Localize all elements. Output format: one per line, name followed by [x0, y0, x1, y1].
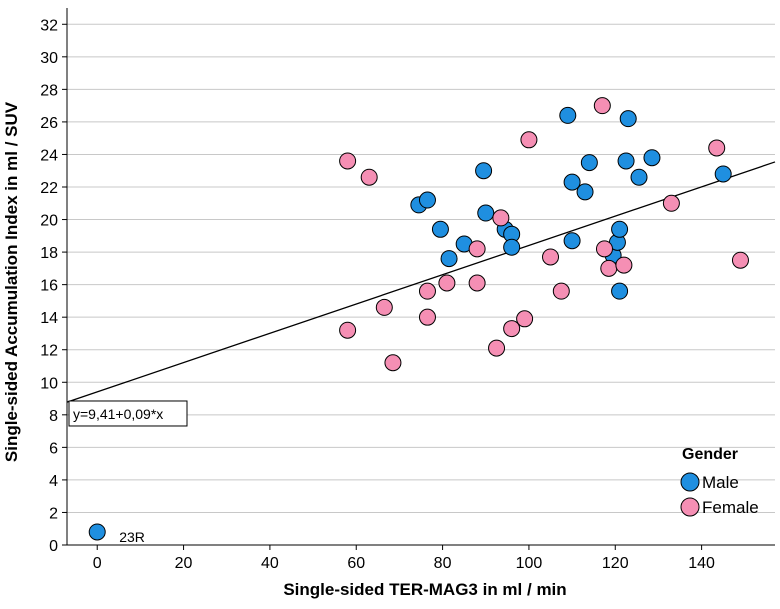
female-point: [615, 256, 633, 274]
male-point: [580, 154, 598, 172]
male-point: [617, 152, 635, 170]
x-tick-label: 140: [688, 555, 715, 572]
female-point: [492, 209, 510, 227]
x-tick-label: 40: [261, 555, 279, 572]
y-tick-label: 4: [49, 473, 58, 490]
y-tick-label: 20: [40, 213, 58, 230]
male-point: [714, 165, 732, 183]
legend-marker-male: [680, 472, 700, 492]
female-point: [595, 240, 613, 258]
female-point: [339, 321, 357, 339]
y-tick-label: 30: [40, 50, 58, 67]
male-point: [503, 238, 521, 256]
female-point: [552, 282, 570, 300]
legend-label-female: Female: [702, 498, 759, 517]
male-point: [611, 282, 629, 300]
y-tick-label: 22: [40, 180, 58, 197]
y-tick-label: 8: [49, 408, 58, 425]
male-point: [559, 106, 577, 124]
grid-lines: [67, 23, 775, 513]
data-points: [88, 97, 749, 541]
female-point: [593, 97, 611, 115]
male-point: [418, 191, 436, 209]
female-point: [468, 240, 486, 258]
y-tick-label: 18: [40, 245, 58, 262]
y-tick-label: 14: [40, 310, 58, 327]
y-tick-label: 2: [49, 505, 58, 522]
x-tick-label: 120: [602, 555, 629, 572]
regression-line-group: [66, 161, 776, 403]
male-point: [643, 149, 661, 167]
regression-line: [66, 161, 776, 403]
y-axis-title: Single-sided Accumulation Index in ml / …: [2, 101, 21, 462]
equation-label: y=9,41+0,09*x: [73, 406, 163, 422]
y-tick-label: 28: [40, 82, 58, 99]
y-tick-label: 12: [40, 343, 58, 360]
female-point: [516, 310, 534, 328]
female-point: [708, 139, 726, 157]
female-point: [731, 251, 749, 269]
female-point: [418, 282, 436, 300]
y-tick-label: 0: [49, 538, 58, 555]
x-tick-label: 60: [347, 555, 365, 572]
female-point: [360, 168, 378, 186]
male-point: [576, 183, 594, 201]
male-point: [563, 173, 581, 191]
female-point: [503, 320, 521, 338]
female-point: [662, 194, 680, 212]
female-point: [438, 274, 456, 292]
male-point: [611, 220, 629, 238]
female-point: [339, 152, 357, 170]
female-point: [600, 259, 618, 277]
y-tick-label: 10: [40, 375, 58, 392]
female-point: [384, 354, 402, 372]
male-point: [563, 232, 581, 250]
x-tick-label: 80: [434, 555, 452, 572]
female-point: [488, 339, 506, 357]
point-label-23r: 23R: [119, 529, 145, 545]
annotations: y=9,41+0,09*x 23R: [68, 400, 188, 545]
female-point: [375, 298, 393, 316]
x-axis-title: Single-sided TER-MAG3 in ml / min: [283, 580, 566, 599]
male-point: [475, 162, 493, 180]
legend: Gender Male Female: [680, 446, 759, 517]
x-tick-label: 0: [93, 555, 102, 572]
female-point: [468, 274, 486, 292]
equation-box: [68, 400, 188, 427]
y-tick-label: 6: [49, 440, 58, 457]
legend-marker-female: [680, 497, 700, 517]
male-point: [440, 250, 458, 268]
male-point: [630, 168, 648, 186]
male-point: [431, 220, 449, 238]
x-tick-label: 20: [175, 555, 193, 572]
female-point: [542, 248, 560, 266]
y-tick-label: 32: [40, 17, 58, 34]
male-point: [619, 110, 637, 128]
male-point: [477, 204, 495, 222]
legend-label-male: Male: [702, 473, 739, 492]
x-tick-label: 100: [516, 555, 543, 572]
y-tick-label: 24: [40, 147, 58, 164]
legend-title: Gender: [682, 446, 738, 463]
y-tick-label: 16: [40, 278, 58, 295]
y-tick-label: 26: [40, 115, 58, 132]
male-point: [88, 523, 106, 541]
female-point: [418, 308, 436, 326]
female-point: [520, 131, 538, 149]
